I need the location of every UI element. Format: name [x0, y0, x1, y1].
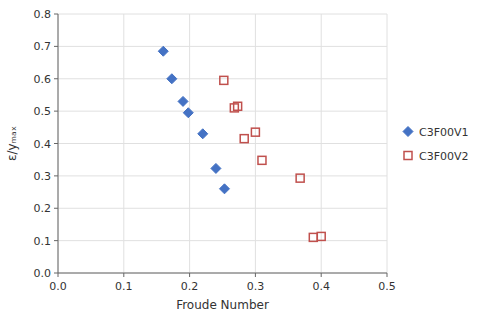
- tick-label: 0.7: [34, 40, 52, 53]
- point: [234, 102, 242, 110]
- tick-label: 0.3: [247, 280, 265, 293]
- tick-label: 0.5: [34, 105, 52, 118]
- point: [158, 46, 168, 56]
- point: [296, 174, 304, 182]
- marks: [158, 46, 325, 241]
- point: [220, 76, 228, 84]
- tick-mark: [54, 46, 58, 47]
- plot-area: [58, 14, 387, 273]
- x-axis-line: [58, 273, 387, 274]
- grid: [58, 14, 387, 273]
- legend-swatch: [403, 127, 413, 137]
- tick-label: 0.8: [34, 8, 52, 21]
- chart-container: 0.0 0.1 0.2 0.3 0.4 0.5 0.0 0.1 0.2 0.3 0.4 0.5 0.6 0…: [0, 0, 501, 317]
- grid-line: [58, 78, 387, 79]
- point: [219, 184, 229, 194]
- point: [211, 163, 221, 173]
- x-axis-label: Froude Number: [176, 298, 269, 312]
- point: [317, 232, 325, 240]
- tick-label: 0.1: [115, 280, 133, 293]
- tick-mark: [54, 208, 58, 209]
- tick-label: 0.1: [34, 235, 52, 248]
- legend: C3F00V1 C3F00V2: [403, 126, 469, 163]
- grid-line: [58, 240, 387, 241]
- point: [240, 135, 248, 143]
- point: [167, 74, 177, 84]
- point: [309, 233, 317, 241]
- point: [198, 129, 208, 139]
- tick-label: 0.6: [34, 73, 52, 86]
- grid-line: [58, 46, 387, 47]
- legend-label: C3F00V1: [419, 126, 469, 139]
- point: [178, 96, 188, 106]
- tick-label: 0.0: [34, 267, 52, 280]
- tick-mark: [54, 143, 58, 144]
- grid-line: [58, 14, 387, 15]
- tick-label: 0.4: [34, 138, 52, 151]
- grid-line: [58, 175, 387, 176]
- tick-mark: [54, 111, 58, 112]
- tick-mark: [255, 273, 256, 277]
- tick-mark: [387, 273, 388, 277]
- grid-line: [58, 273, 387, 274]
- tick-label: 0.3: [34, 170, 52, 183]
- tick-mark: [54, 273, 58, 274]
- point: [183, 108, 193, 118]
- tick-label: 0.2: [181, 280, 199, 293]
- y-axis-label: ε/yₘₐₓ: [5, 126, 19, 161]
- tick-label: 0.2: [34, 202, 52, 215]
- legend-swatch: [404, 152, 412, 160]
- point: [251, 128, 259, 136]
- tick-mark: [123, 273, 124, 277]
- grid-line: [58, 14, 59, 273]
- y-axis-line: [58, 14, 59, 273]
- chart: 0.0 0.1 0.2 0.3 0.4 0.5 0.0 0.1 0.2 0.3 0.4 0.5 0.6 0…: [0, 0, 501, 317]
- grid-line: [58, 111, 387, 112]
- axes: 0.0 0.1 0.2 0.3 0.4 0.5 0.0 0.1 0.2 0.3 0.4 0.5 0.6 0…: [34, 8, 396, 293]
- tick-mark: [54, 14, 58, 15]
- grid-line: [58, 143, 387, 144]
- tick-mark: [189, 273, 190, 277]
- tick-mark: [58, 273, 59, 277]
- point: [258, 156, 266, 164]
- tick-mark: [321, 273, 322, 277]
- tick-mark: [54, 175, 58, 176]
- series: [158, 46, 229, 194]
- tick-mark: [54, 78, 58, 79]
- tick-mark: [54, 240, 58, 241]
- legend-label: C3F00V2: [419, 150, 469, 163]
- series: [220, 76, 325, 241]
- tick-label: 0.4: [312, 280, 330, 293]
- grid-line: [58, 208, 387, 209]
- tick-label: 0.5: [378, 280, 396, 293]
- tick-label: 0.0: [49, 280, 67, 293]
